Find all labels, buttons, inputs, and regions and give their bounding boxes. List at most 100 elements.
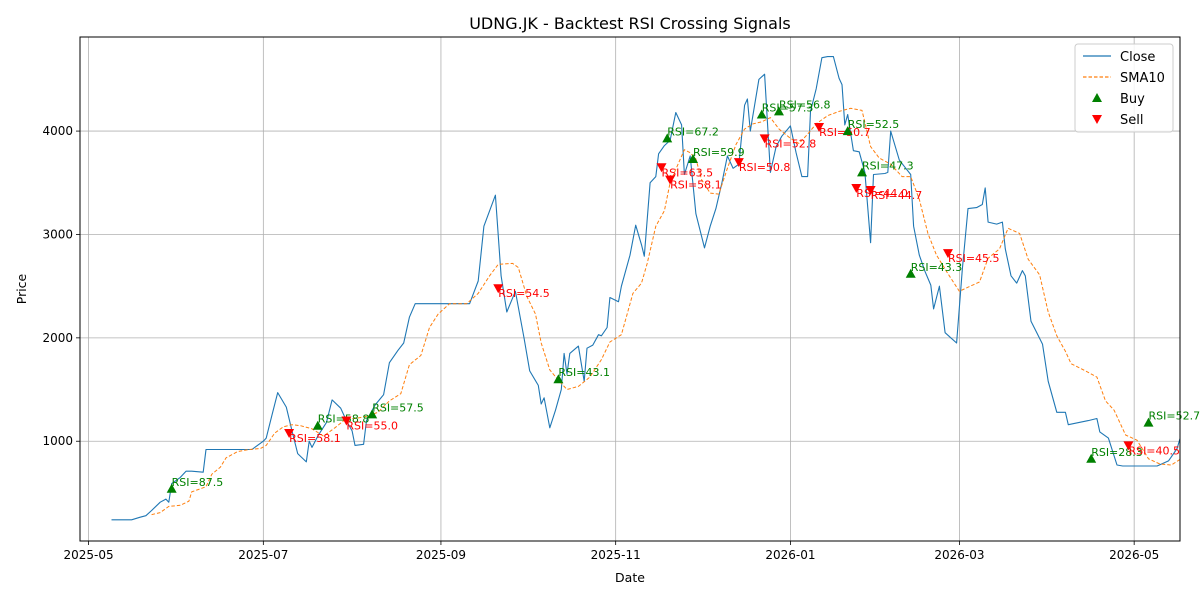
- legend-label: Buy: [1120, 92, 1145, 107]
- buy-signal-label: RSI=87.5: [172, 476, 224, 489]
- legend-item-sell: Sell: [1092, 113, 1143, 128]
- buy-signal: RSI=59.9: [688, 146, 745, 163]
- buy-signal: RSI=57.3: [756, 102, 814, 119]
- buy-signal-label: RSI=43.3: [911, 261, 963, 274]
- sell-marker: [759, 134, 770, 144]
- sell-signal-label: RSI=58.1: [289, 432, 341, 445]
- x-tick-label: 2026-01: [765, 548, 815, 562]
- plot-frame: [79, 36, 1181, 542]
- sell-signal-label: RSI=58.1: [670, 179, 722, 192]
- sell-signal: RSI=63.5: [656, 163, 713, 179]
- buy-marker: [905, 268, 916, 278]
- buy-marker: [367, 409, 378, 419]
- sell-signal: RSI=52.8: [759, 134, 817, 150]
- sell-marker: [942, 249, 953, 259]
- sell-signal-label: RSI=44.7: [871, 189, 923, 202]
- series-line-close: [111, 56, 1180, 521]
- signal-layer: RSI=87.5RSI=58.1RSI=58.8RSI=55.0RSI=57.5…: [166, 98, 1200, 493]
- legend-item-buy: Buy: [1092, 92, 1145, 107]
- sell-signal-label: RSI=40.5: [1128, 444, 1180, 457]
- sell-signal: RSI=45.5: [942, 249, 1000, 265]
- sell-signal-label: RSI=55.0: [346, 420, 398, 433]
- legend-label: Sell: [1120, 113, 1143, 128]
- buy-marker: [842, 126, 853, 136]
- x-tick-label: 2025-11: [591, 548, 641, 562]
- buy-signal-label: RSI=59.9: [693, 146, 745, 159]
- buy-signal-label: RSI=43.1: [558, 366, 610, 379]
- buy-signal: RSI=47.3: [857, 159, 914, 177]
- sell-signal-label: RSI=54.5: [498, 287, 550, 300]
- sell-signal-label: RSI=50.8: [739, 161, 791, 174]
- sell-marker: [665, 175, 676, 185]
- sell-signal: RSI=55.0: [341, 416, 398, 433]
- buy-marker: [1086, 453, 1097, 463]
- buy-marker: [857, 167, 868, 177]
- buy-signal: RSI=87.5: [166, 476, 224, 493]
- buy-signal: RSI=43.3: [905, 261, 963, 278]
- buy-signal: RSI=56.8: [773, 98, 831, 116]
- x-tick-label: 2026-05: [1109, 548, 1159, 562]
- buy-marker: [166, 483, 177, 493]
- sell-signal: RSI=44.7: [865, 186, 923, 202]
- buy-signal: RSI=52.5: [842, 118, 900, 136]
- sell-marker: [1123, 441, 1134, 451]
- buy-signal-label: RSI=28.3: [1091, 446, 1143, 459]
- series-line-sma10: [151, 107, 1180, 516]
- buy-marker: [1143, 417, 1154, 427]
- buy-marker: [773, 106, 784, 116]
- buy-marker: [756, 109, 767, 119]
- buy-signal-label: RSI=56.8: [779, 98, 831, 111]
- buy-signal-label: RSI=52.5: [848, 118, 900, 131]
- sell-marker: [814, 122, 825, 132]
- sell-marker: [493, 284, 504, 294]
- sell-signal: RSI=40.5: [1123, 441, 1180, 457]
- legend-swatch: [1092, 115, 1102, 124]
- tick-layer: 2025-05 2025-07 2025-09 2025-11 2026-01 2026-…: [42, 124, 1159, 562]
- legend: Close SMA10 Buy Sell: [1074, 43, 1174, 133]
- x-tick-label: 2026-03: [934, 548, 984, 562]
- x-axis-label: Date: [615, 570, 645, 585]
- legend-label: Close: [1120, 50, 1155, 65]
- sell-signal-label: RSI=52.8: [765, 137, 817, 150]
- sell-signal: RSI=50.8: [733, 158, 791, 174]
- legend-label: SMA10: [1120, 71, 1165, 86]
- y-tick-label: 2000: [42, 331, 73, 345]
- y-tick-label: 4000: [42, 124, 73, 138]
- y-tick-label: 3000: [42, 227, 73, 241]
- legend-swatch: [1092, 93, 1102, 102]
- sell-marker: [851, 183, 862, 193]
- series-layer: [111, 56, 1180, 521]
- sell-marker: [733, 158, 744, 168]
- buy-signal-label: RSI=57.3: [762, 102, 814, 115]
- buy-signal: RSI=52.7: [1143, 410, 1200, 427]
- x-tick-label: 2025-05: [64, 548, 114, 562]
- chart-title: UDNG.JK - Backtest RSI Crossing Signals: [469, 14, 791, 33]
- grid-layer: [80, 37, 1180, 541]
- sell-signal: RSI=58.1: [665, 175, 722, 192]
- legend-box: [1074, 43, 1174, 133]
- buy-signal: RSI=28.3: [1086, 446, 1143, 463]
- sell-signal: RSI=58.1: [284, 428, 341, 445]
- buy-signal-label: RSI=67.2: [667, 125, 719, 138]
- legend-item-sma10: SMA10: [1083, 71, 1165, 86]
- x-tick-label: 2025-09: [416, 548, 466, 562]
- buy-signal-label: RSI=57.5: [372, 401, 424, 414]
- buy-marker: [662, 133, 673, 143]
- sell-marker: [865, 186, 876, 196]
- sell-marker: [284, 428, 295, 438]
- sell-marker: [656, 163, 667, 173]
- sell-signal-label: RSI=45.5: [948, 252, 1000, 265]
- buy-signal-label: RSI=52.7: [1148, 410, 1200, 423]
- buy-marker: [688, 153, 699, 163]
- buy-marker: [312, 420, 323, 430]
- sell-marker: [341, 416, 352, 426]
- buy-signal-label: RSI=47.3: [862, 159, 914, 172]
- buy-marker: [553, 374, 564, 384]
- buy-signal: RSI=67.2: [662, 125, 719, 143]
- sell-signal: RSI=54.5: [493, 284, 550, 300]
- y-axis-label: Price: [14, 273, 29, 304]
- buy-signal: RSI=43.1: [553, 366, 610, 384]
- x-tick-label: 2025-07: [238, 548, 288, 562]
